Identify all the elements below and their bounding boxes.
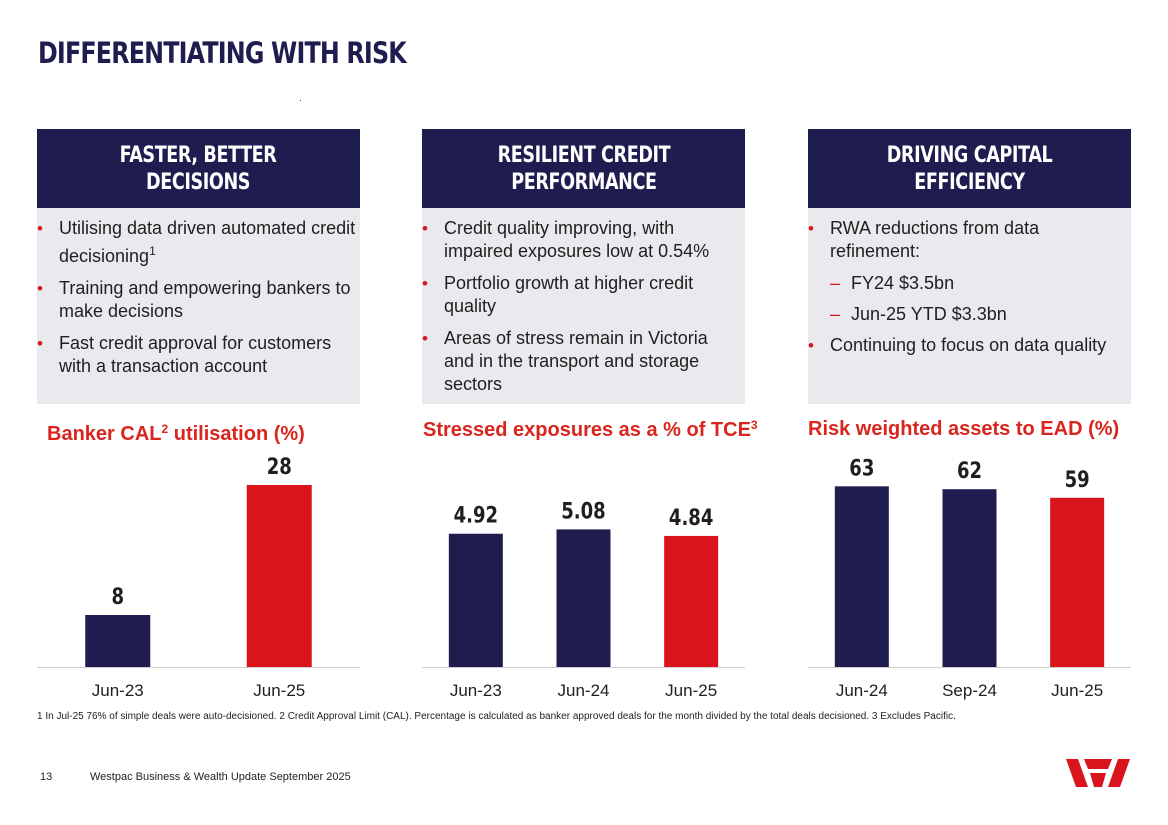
bullet-text: Training and empowering bankers to make …: [59, 278, 351, 321]
footnote: 1 In Jul-25 76% of simple deals were aut…: [37, 711, 956, 722]
bullet-text: Areas of stress remain in Victoria and i…: [444, 328, 708, 394]
chart-title-rwa-ead: Risk weighted assets to EAD (%): [808, 418, 1119, 441]
bullet-item: Credit quality improving, with impaired …: [422, 217, 741, 263]
panel-capital-efficiency: DRIVING CAPITAL EFFICIENCY RWA reduction…: [808, 129, 1131, 404]
sub-bullet-item: FY24 $3.5bn: [808, 272, 1127, 295]
panel-heading: FASTER, BETTER DECISIONS: [120, 142, 277, 195]
panel-body: Credit quality improving, with impaired …: [422, 208, 745, 404]
bar-value-label: 28: [267, 453, 292, 479]
bar-jun-23: [448, 533, 503, 667]
bar-jun-25: [664, 535, 719, 667]
panel-heading: DRIVING CAPITAL EFFICIENCY: [886, 142, 1053, 195]
bullet-item: Continuing to focus on data quality: [808, 334, 1127, 357]
panel-heading-box: RESILIENT CREDIT PERFORMANCE: [422, 129, 745, 208]
bar-value-label: 4.84: [669, 504, 713, 530]
bullet-item: Areas of stress remain in Victoria and i…: [422, 327, 741, 396]
chart-title-text: Stressed exposures as a % of TCE: [423, 419, 751, 441]
category-label: Jun-24: [558, 681, 610, 700]
bullet-item: Portfolio growth at higher credit qualit…: [422, 272, 741, 318]
category-label: Sep-24: [942, 681, 997, 700]
panel-body: Utilising data driven automated credit d…: [37, 208, 360, 404]
chart-title-sup: 3: [750, 418, 758, 432]
page-title: DIFFERENTIATING WITH RISK: [38, 36, 407, 70]
footer-text: Westpac Business & Wealth Update Septemb…: [90, 771, 351, 783]
chart-title-banker-cal: Banker CAL2 utilisation (%): [47, 422, 305, 446]
chart-title-sup: 2: [161, 422, 169, 436]
bullet-text: Portfolio growth at higher credit qualit…: [444, 273, 694, 316]
bar-jun-25: [1050, 497, 1105, 667]
bullet-text: Fast credit approval for customers with …: [59, 333, 332, 376]
panel-heading: RESILIENT CREDIT PERFORMANCE: [497, 142, 670, 195]
panel-heading-box: FASTER, BETTER DECISIONS: [37, 129, 360, 208]
westpac-logo-icon: [1066, 759, 1130, 787]
panel-faster-decisions: FASTER, BETTER DECISIONS Utilising data …: [37, 129, 360, 404]
bar-jun-25: [246, 485, 312, 667]
chart-title-suffix: utilisation (%): [168, 423, 305, 445]
footnote-ref: 1: [149, 244, 156, 258]
chart-title-stressed-exposures: Stressed exposures as a % of TCE3: [423, 418, 758, 442]
bullet-text: RWA reductions from data refinement:: [830, 218, 1040, 261]
bullet-text: Utilising data driven automated credit d…: [59, 218, 356, 266]
category-label: Jun-24: [836, 681, 888, 700]
category-label: Jun-25: [1051, 681, 1103, 700]
category-label: Jun-23: [450, 681, 502, 700]
sub-bullet-item: Jun-25 YTD $3.3bn: [808, 303, 1127, 326]
bar-jun-24: [834, 486, 889, 667]
bullet-item: RWA reductions from data refinement:: [808, 217, 1127, 263]
bullet-text: FY24 $3.5bn: [851, 273, 955, 293]
chart-title-text: Banker CAL: [47, 423, 162, 445]
chart-stressed-exposures: 4.92 Jun-23 5.08 Jun-24 4.84 Jun-25: [422, 498, 745, 700]
chart-banker-cal: 8 Jun-23 28 Jun-25: [37, 453, 360, 700]
page-number: 13: [40, 771, 53, 783]
bar-jun-23: [85, 615, 151, 667]
bullet-item: Training and empowering bankers to make …: [37, 277, 356, 323]
bullet-item: Utilising data driven automated credit d…: [37, 217, 356, 268]
bullet-item: Fast credit approval for customers with …: [37, 332, 356, 378]
category-label: Jun-25: [253, 681, 305, 700]
bar-value-label: 62: [957, 457, 982, 483]
chart-title-text: Risk weighted assets to EAD (%): [808, 418, 1120, 440]
category-label: Jun-23: [92, 681, 144, 700]
bullet-text: Jun-25 YTD $3.3bn: [851, 304, 1007, 324]
bar-value-label: 5.08: [561, 498, 605, 524]
bar-value-label: 59: [1065, 466, 1090, 492]
bar-sep-24: [942, 489, 997, 667]
panel-body: RWA reductions from data refinement: FY24…: [808, 208, 1131, 404]
chart-rwa-ead: 63 Jun-24 62 Sep-24 59 Jun-25: [808, 455, 1131, 700]
category-label: Jun-25: [665, 681, 717, 700]
bar-value-label: 63: [849, 455, 874, 481]
panel-heading-box: DRIVING CAPITAL EFFICIENCY: [808, 129, 1131, 208]
bar-jun-24: [556, 529, 611, 667]
panel-resilient-credit: RESILIENT CREDIT PERFORMANCE Credit qual…: [422, 129, 745, 404]
bar-value-label: 8: [111, 583, 124, 609]
bullet-text: Credit quality improving, with impaired …: [444, 218, 710, 261]
bar-value-label: 4.92: [454, 502, 498, 528]
decorative-dot: [300, 100, 301, 101]
bullet-text: Continuing to focus on data quality: [830, 335, 1107, 355]
